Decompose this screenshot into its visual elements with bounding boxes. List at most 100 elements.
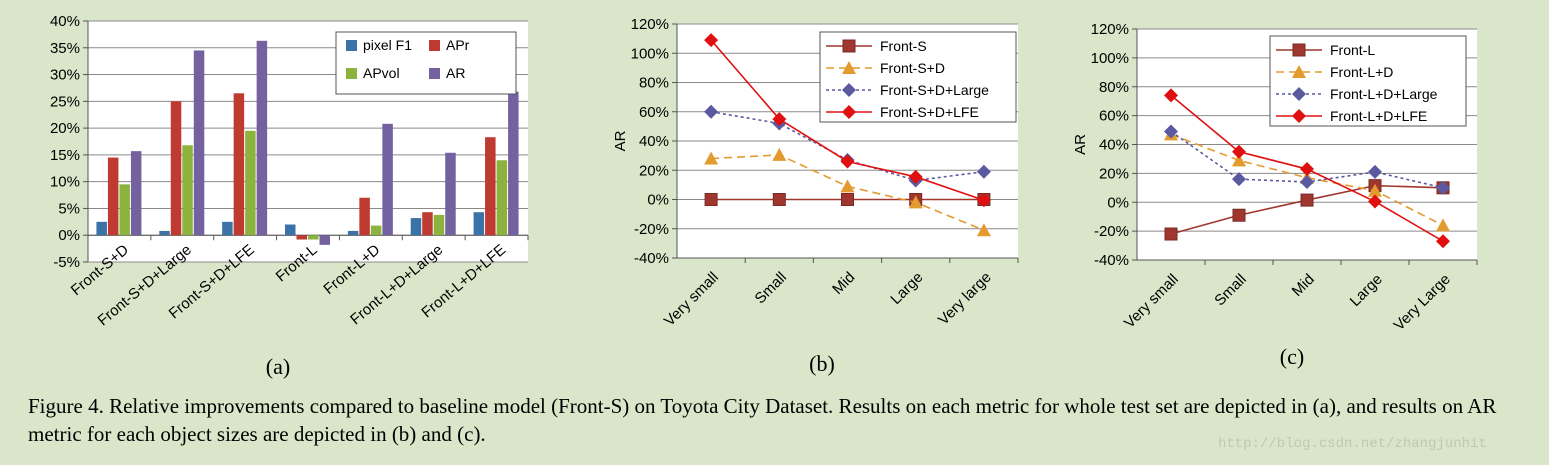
- legend-label-b: Front-S+D: [880, 60, 945, 76]
- bar-pixel-f1: [473, 212, 485, 236]
- data-point-front-s+d+lfe: [772, 112, 787, 127]
- y-tick-label-a: 15%: [50, 147, 80, 164]
- series-line-front-l+d: [1170, 133, 1444, 227]
- y-tick-label-c: 120%: [1091, 21, 1129, 38]
- data-point-front-l+d+large: [1368, 164, 1382, 179]
- legend-label-c: Front-L+D+Large: [1330, 86, 1438, 102]
- data-point-front-l: [1164, 227, 1178, 241]
- x-tick-label-b: Small: [752, 269, 791, 308]
- data-point-front-l+d+lfe: [1436, 234, 1450, 249]
- data-point-front-l+d: [1436, 218, 1450, 232]
- y-tick-label-c: -40%: [1094, 252, 1129, 269]
- y-tick-label-b: -20%: [634, 221, 669, 238]
- data-point-front-l+d+lfe: [1232, 144, 1246, 159]
- y-tick-label-b: 40%: [639, 133, 669, 150]
- sublabel-c: (c): [1280, 344, 1304, 369]
- legend-label-c: Front-L+D: [1330, 64, 1393, 80]
- data-point-front-s+d: [772, 147, 787, 161]
- legend-label-a: pixel F1: [363, 37, 412, 53]
- x-tick-label-c: Small: [1211, 271, 1250, 310]
- legend-label-a: APvol: [363, 65, 400, 81]
- y-axis-label-b: AR: [612, 130, 629, 151]
- data-point-front-l+d: [1232, 153, 1246, 167]
- y-tick-label-b: 120%: [631, 16, 669, 33]
- data-point-front-s+d: [704, 151, 719, 165]
- y-tick-label-b: 20%: [639, 162, 669, 179]
- bar-apr: [359, 197, 370, 236]
- bar-apr: [233, 93, 245, 236]
- y-tick-label-a: 25%: [50, 93, 80, 110]
- y-tick-label-c: 40%: [1099, 137, 1129, 154]
- sublabel-b: (b): [809, 351, 835, 376]
- x-tick-label-c: Very small: [1121, 271, 1182, 332]
- legend-swatch-a: [346, 40, 357, 51]
- y-tick-label-c: 100%: [1091, 50, 1129, 67]
- bar-pixel-f1: [159, 230, 170, 236]
- bar-apr: [296, 235, 307, 240]
- legend-marker-b: [842, 61, 856, 74]
- y-tick-label-b: 0%: [647, 192, 669, 209]
- bar-apr: [170, 101, 182, 236]
- legend-marker-c: [1292, 65, 1306, 78]
- y-tick-label-a: 40%: [50, 13, 80, 30]
- y-tick-label-c: -20%: [1094, 223, 1129, 240]
- legend-label-b: Front-S: [880, 38, 927, 54]
- bar-pixel-f1: [347, 230, 359, 236]
- legend-marker-b: [842, 105, 856, 119]
- figure-charts: -5% 0% 5% 10% 15% 20% 25% 30% 35% 40% Front-S+D Fro…: [50, 13, 1478, 379]
- data-point-front-s: [772, 193, 786, 206]
- legend-label-c: Front-L: [1330, 42, 1375, 58]
- bar-pixel-f1: [96, 221, 107, 236]
- data-point-front-s+d: [908, 195, 923, 209]
- data-point-front-l+d+lfe: [1368, 194, 1382, 209]
- y-tick-label-b: -40%: [634, 250, 669, 267]
- legend-label-c: Front-L+D+LFE: [1330, 108, 1427, 124]
- data-point-front-s+d+lfe: [976, 193, 991, 208]
- bar-apvol: [245, 130, 256, 236]
- data-point-front-s+d+large: [704, 104, 719, 119]
- x-tick-label-b: Very large: [935, 269, 995, 329]
- y-tick-label-a: 5%: [58, 200, 80, 217]
- data-point-front-s+d+large: [976, 164, 991, 179]
- legend-marker-c: [1292, 109, 1306, 123]
- bar-apvol: [433, 214, 445, 236]
- legend-label-a: AR: [446, 65, 465, 81]
- bar-pixel-f1: [222, 221, 233, 236]
- bar-ar: [319, 235, 330, 245]
- data-point-front-l+d+large: [1164, 124, 1178, 139]
- watermark: http://blog.csdn.net/zhangjunhit: [1218, 436, 1487, 452]
- data-point-front-s+d+lfe: [908, 169, 923, 184]
- bar-apr: [422, 212, 433, 236]
- legend-swatch-a: [429, 68, 440, 79]
- legend-marker-c: [1292, 87, 1306, 101]
- bar-ar: [508, 91, 519, 236]
- bar-ar: [256, 40, 268, 236]
- x-tick-label-c: Mid: [1289, 271, 1318, 300]
- data-point-front-l+d: [1368, 183, 1382, 197]
- data-point-front-s: [841, 193, 854, 206]
- data-point-front-s: [704, 193, 718, 206]
- y-tick-label-a: 0%: [58, 227, 80, 244]
- figure-caption: Figure 4. Relative improvements compared…: [28, 394, 1497, 446]
- legend-marker-b: [842, 39, 856, 53]
- bar-pixel-f1: [410, 218, 422, 236]
- chart-a: -5%0%5%10%15%20%25%30%35%40%Front-S+DFro…: [50, 13, 529, 379]
- y-tick-label-c: 60%: [1099, 108, 1129, 125]
- x-tick-label-b: Very small: [661, 269, 722, 330]
- chart-b: -40% -20% 0% 20% 40% 60% 80% 100% 120% Very small…: [612, 16, 1019, 376]
- data-point-front-s+d+lfe: [704, 33, 719, 48]
- y-tick-label-a: -5%: [53, 254, 80, 271]
- legend-marker-c: [1292, 43, 1306, 57]
- data-point-front-s+d: [840, 179, 855, 193]
- bar-ar: [382, 123, 393, 236]
- data-point-front-l+d+lfe: [1300, 162, 1314, 177]
- legend-swatch-a: [429, 40, 440, 51]
- legend-label-b: Front-S+D+Large: [880, 82, 989, 98]
- bar-apvol: [119, 184, 130, 236]
- data-point-front-l: [1300, 193, 1314, 207]
- x-tick-label-b: Large: [887, 269, 926, 308]
- sublabel-a: (a): [266, 354, 290, 379]
- bar-apr: [107, 157, 119, 236]
- y-tick-label-b: 100%: [631, 45, 669, 62]
- y-tick-label-b: 60%: [639, 104, 669, 121]
